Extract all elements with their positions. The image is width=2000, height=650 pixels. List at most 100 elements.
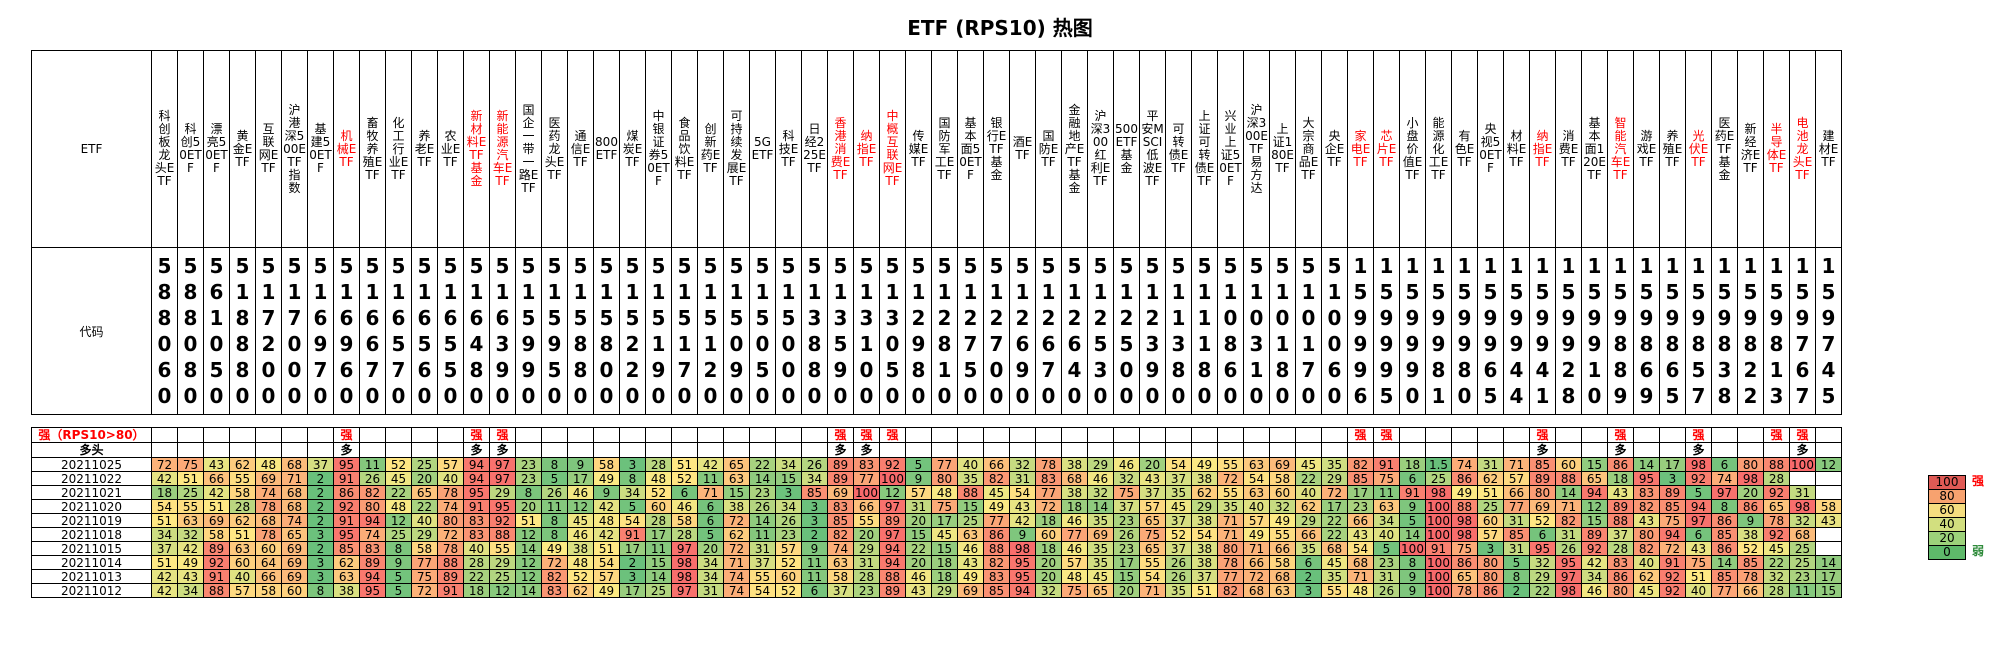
etf-name: 央视50ETF bbox=[1479, 122, 1502, 175]
etf-code-cell: 159889 bbox=[1607, 247, 1634, 415]
heat-cell: 80 bbox=[931, 471, 958, 486]
etf-name: 化工行业ETF bbox=[388, 115, 409, 182]
strong-flag bbox=[411, 427, 438, 443]
heat-cell: 34 bbox=[177, 583, 204, 598]
heat-cell: 80 bbox=[1477, 555, 1504, 570]
date-row: 20211018 34 32 58 51 78 65 3 95 74 25 29 72 83 88 12 8 46… bbox=[31, 527, 1842, 542]
date-row: 20211021 18 25 42 58 74 68 2 86 82 22 65 78 95 29 8 26 46… bbox=[31, 485, 1842, 500]
etf-code-cell: 159857 bbox=[1685, 247, 1712, 415]
etf-code-cell: 159981 bbox=[1425, 247, 1452, 415]
heat-cell: 58 bbox=[1815, 499, 1842, 514]
heat-cell: 57 bbox=[1503, 471, 1530, 486]
separator bbox=[31, 414, 1842, 428]
multi-flag bbox=[385, 442, 412, 458]
heat-cell: 91 bbox=[619, 527, 646, 542]
heat-cell: 25 bbox=[1477, 499, 1504, 514]
heat-cell: 14 bbox=[1399, 527, 1426, 542]
etf-code-cell: 515090 bbox=[723, 247, 750, 415]
heat-cell: 60 bbox=[1269, 485, 1296, 500]
heat-cell: 9 bbox=[1399, 583, 1426, 598]
heat-cell: 37 bbox=[1113, 499, 1140, 514]
heat-cell: 37 bbox=[1607, 527, 1634, 542]
heat-cell: 57 bbox=[1139, 499, 1166, 514]
heat-cell: 37 bbox=[1191, 569, 1218, 584]
heat-cell: 35 bbox=[1087, 555, 1114, 570]
heat-cell: 74 bbox=[827, 541, 854, 556]
multi-flag bbox=[723, 442, 750, 458]
heat-cell: 45 bbox=[567, 513, 594, 528]
heat-cell: 46 bbox=[1061, 541, 1088, 556]
heat-cell: 49 bbox=[1451, 485, 1478, 500]
etf-code: 515990 bbox=[521, 254, 536, 408]
heat-cell: 55 bbox=[177, 499, 204, 514]
etf-code-cell: 515120 bbox=[697, 247, 724, 415]
heat-cell: 28 bbox=[1763, 583, 1790, 598]
etf-code: 159813 bbox=[1769, 254, 1784, 408]
etf-code: 515050 bbox=[755, 254, 770, 408]
etf-name: 中银证券50ETF bbox=[647, 109, 670, 188]
etf-code-cell: 512670 bbox=[1035, 247, 1062, 415]
heat-cell: 82 bbox=[1555, 513, 1582, 528]
legend-swatch: 60 bbox=[1928, 503, 1966, 518]
heat-cell: 51 bbox=[177, 471, 204, 486]
heat-cell: 48 bbox=[645, 471, 672, 486]
heat-cell: 62 bbox=[333, 555, 360, 570]
heat-cell: 18 bbox=[463, 583, 490, 598]
strong-flag: 强 bbox=[463, 427, 490, 443]
etf-code-cell: 513880 bbox=[801, 247, 828, 415]
heat-cell: 8 bbox=[307, 583, 334, 598]
heat-cell: 31 bbox=[1009, 471, 1036, 486]
heat-cell: 37 bbox=[1165, 471, 1192, 486]
date-label: 20211019 bbox=[31, 513, 152, 528]
heat-cell: 54 bbox=[151, 499, 178, 514]
etf-code-cell: 159745 bbox=[1815, 247, 1842, 415]
heat-cell: 97 bbox=[489, 471, 516, 486]
heat-cell: 69 bbox=[255, 471, 282, 486]
date-row: 20211012 42 34 88 57 58 60 8 38 95 5 72 91 18 12 14 83 62… bbox=[31, 583, 1842, 598]
strong-flag bbox=[1087, 427, 1114, 443]
multi-flag bbox=[1217, 442, 1244, 458]
heat-cell: 38 bbox=[1061, 485, 1088, 500]
etf-name: 平安MSCI低波ETF bbox=[1141, 109, 1164, 188]
date-label: 20211020 bbox=[31, 499, 152, 514]
multi-flag bbox=[359, 442, 386, 458]
etf-code: 510170 bbox=[1301, 254, 1316, 408]
heat-cell: 100 bbox=[1789, 457, 1816, 472]
heat-cell: 55 bbox=[749, 569, 776, 584]
heat-cell: 92 bbox=[1763, 527, 1790, 542]
heat-cell: 11 bbox=[359, 457, 386, 472]
multi-flag: 多 bbox=[1789, 442, 1816, 458]
heat-cell: 38 bbox=[1061, 457, 1088, 472]
heat-cell: 25 bbox=[411, 457, 438, 472]
strong-flag bbox=[1477, 427, 1504, 443]
heat-cell: 43 bbox=[905, 583, 932, 598]
heat-cell: 23 bbox=[749, 485, 776, 500]
etf-name: 畜牧养殖ETF bbox=[362, 115, 383, 182]
heat-cell: 42 bbox=[177, 541, 204, 556]
heat-cell: 89 bbox=[1659, 485, 1686, 500]
heat-cell: 98 bbox=[671, 555, 698, 570]
heat-cell: 32 bbox=[1763, 569, 1790, 584]
heat-cell: 85 bbox=[827, 513, 854, 528]
heat-cell: 42 bbox=[593, 499, 620, 514]
heat-cell: 38 bbox=[723, 499, 750, 514]
heat-cell: 91 bbox=[1399, 485, 1426, 500]
heat-cell: 54 bbox=[749, 583, 776, 598]
etf-name-cell: 农业ETF bbox=[437, 50, 464, 248]
etf-name-cell: 可持续发展ETF bbox=[723, 50, 750, 248]
heat-cell: 20 bbox=[515, 499, 542, 514]
etf-code-cell: 517200 bbox=[255, 247, 282, 415]
heat-cell: 88 bbox=[983, 541, 1010, 556]
heat-cell: 43 bbox=[957, 555, 984, 570]
etf-name: 煤炭ETF bbox=[622, 128, 643, 169]
heat-cell: 8 bbox=[1399, 555, 1426, 570]
heat-cell: 48 bbox=[567, 555, 594, 570]
heat-cell: 66 bbox=[1295, 527, 1322, 542]
etf-name: 兴业上证50ETF bbox=[1219, 109, 1242, 188]
heat-cell: 54 bbox=[1165, 457, 1192, 472]
etf-name: 通信ETF bbox=[570, 128, 591, 169]
multi-flag bbox=[229, 442, 256, 458]
etf-code-cell: 511380 bbox=[1165, 247, 1192, 415]
heat-cell: 11 bbox=[541, 499, 568, 514]
etf-code-cell: 512640 bbox=[1061, 247, 1088, 415]
